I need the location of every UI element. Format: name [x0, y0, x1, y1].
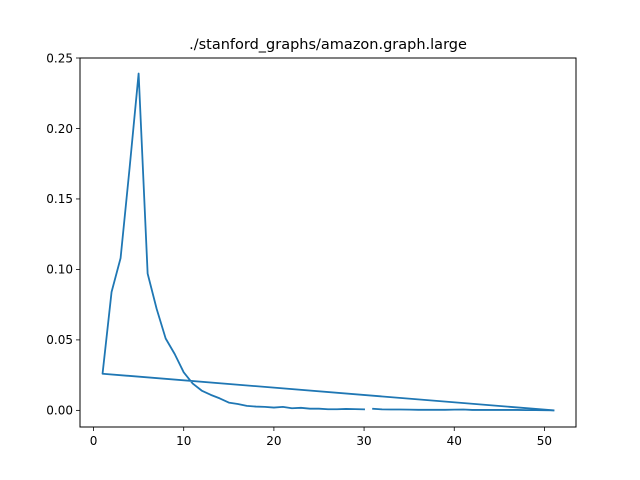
series-line-segment	[372, 407, 555, 412]
x-tick-label: 0	[90, 434, 98, 448]
plot-area	[101, 72, 555, 412]
y-tick-label: 0.05	[46, 333, 73, 347]
x-tick-label: 20	[266, 434, 281, 448]
y-tick-label: 0.15	[46, 192, 73, 206]
x-tick-label: 30	[356, 434, 371, 448]
chart-title: ./stanford_graphs/amazon.graph.large	[189, 37, 467, 53]
x-tick-label: 40	[447, 434, 462, 448]
y-tick-label: 0.25	[46, 51, 73, 65]
x-axis: 0 10 20 30 40 50	[90, 427, 552, 448]
y-tick-label: 0.20	[46, 122, 73, 136]
x-tick-label: 50	[537, 434, 552, 448]
series-line-segment	[101, 72, 555, 412]
axes-frame	[79, 57, 577, 428]
y-tick-label: 0.10	[46, 263, 73, 277]
y-axis: 0.00 0.05 0.10 0.15 0.20 0.25	[46, 51, 80, 418]
x-tick-label: 10	[176, 434, 191, 448]
y-tick-label: 0.00	[46, 404, 73, 418]
